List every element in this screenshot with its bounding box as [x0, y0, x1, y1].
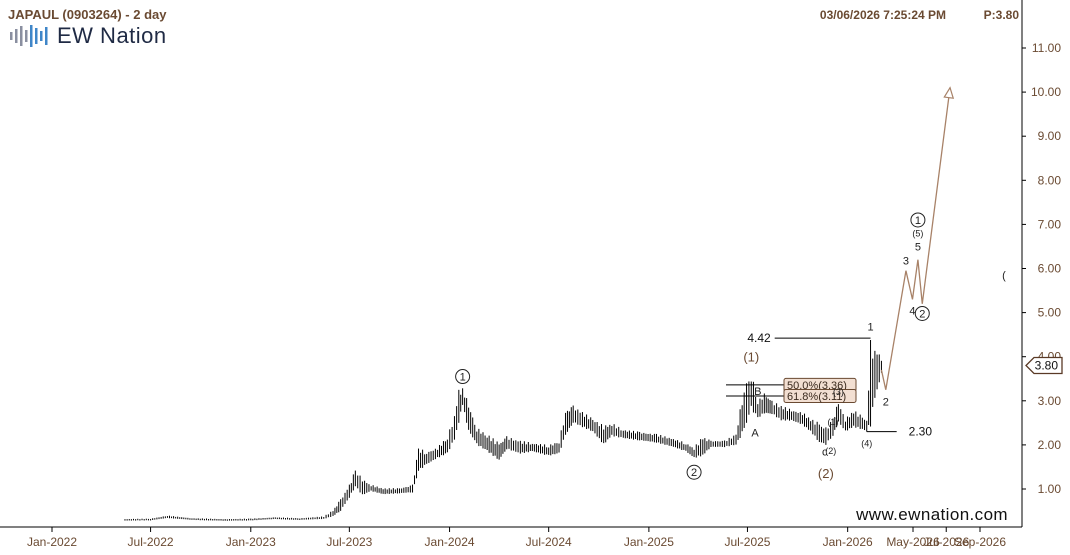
wave-label: (3) — [833, 387, 844, 397]
last-price-label: P:3.80 — [984, 8, 1020, 22]
wave-label: ( — [1002, 270, 1006, 282]
wave-label: B — [754, 386, 761, 398]
y-tick-label: 10.00 — [1031, 85, 1061, 99]
wave-circle — [910, 212, 926, 228]
wave-label: 1 — [915, 215, 921, 227]
y-tick-label: 8.00 — [1038, 173, 1062, 187]
x-tick-label: Jan-2025 — [624, 535, 674, 549]
logo-bar — [45, 27, 48, 45]
logo-bar — [15, 29, 18, 43]
price-marker-box — [1025, 356, 1063, 375]
y-tick-label: 2.00 — [1038, 438, 1062, 452]
fib-label: 61.8%(3.11) — [787, 391, 846, 403]
wave-label: 3 — [903, 256, 909, 268]
y-tick-label: 9.00 — [1038, 129, 1062, 143]
x-tick-label: Jul-2024 — [526, 535, 572, 549]
x-tick-label: Jul-2022 — [128, 535, 174, 549]
y-tick-label: 7.00 — [1038, 217, 1062, 231]
price-marker: 3.80 — [1025, 356, 1063, 375]
wave-label: 1 — [460, 372, 466, 384]
wave-label: 4 — [909, 305, 915, 317]
wave-label: (5) — [912, 228, 923, 238]
wave-label: 2 — [919, 308, 925, 320]
wave-label: 5 — [915, 241, 921, 253]
logo: EW Nation — [10, 23, 167, 48]
wave-circle — [914, 305, 930, 321]
x-tick-label: May-2026 — [886, 535, 940, 549]
chart-title: JAPAUL (0903264) - 2 day — [8, 7, 167, 22]
price-bars — [124, 340, 882, 521]
logo-bar — [10, 32, 13, 40]
wave-label: 2 — [883, 397, 889, 409]
level-lines: 4.42 2.30 50.0%(3.36)61.8%(3.11) — [726, 331, 933, 439]
x-tick-label: Jul-2023 — [326, 535, 372, 549]
wave-label: A — [751, 428, 759, 440]
wave-label: (2) — [818, 466, 834, 481]
level-label: 2.30 — [909, 425, 933, 439]
timestamp: 03/06/2026 7:25:24 PM — [820, 8, 946, 22]
x-tick-label: Jan-2023 — [226, 535, 276, 549]
wave-label: (1) — [743, 350, 759, 365]
projection-path — [880, 86, 955, 390]
logo-bar — [30, 25, 33, 47]
y-tick-label: 1.00 — [1038, 482, 1062, 496]
x-tick-label: Sep-2026 — [954, 535, 1006, 549]
logo-bar — [35, 28, 38, 44]
logo-bar — [25, 30, 28, 42]
wave-label: 2 — [691, 467, 697, 479]
logo-bar — [20, 26, 23, 46]
y-tick-label: 5.00 — [1038, 306, 1062, 320]
logo-text: EW Nation — [57, 23, 167, 48]
fib-label: 50.0%(3.36) — [787, 380, 847, 392]
y-tick-label: 6.00 — [1038, 262, 1062, 276]
y-tick-label: 3.00 — [1038, 394, 1062, 408]
y-tick-label: 11.00 — [1032, 41, 1061, 55]
projection-arrowhead — [943, 86, 955, 99]
wave-label: c — [822, 447, 828, 459]
watermark: www.ewnation.com — [855, 505, 1008, 524]
wave-label: 1 — [867, 322, 873, 334]
wave-label: (2) — [825, 446, 836, 456]
projection-line — [880, 87, 951, 390]
wave-label: (1) — [827, 417, 838, 427]
wave-circle — [686, 464, 702, 480]
price-marker-label: 3.80 — [1035, 359, 1059, 373]
x-tick-label: Jul-2026 — [923, 535, 969, 549]
fib-box — [783, 388, 857, 403]
wave-circle — [455, 369, 471, 385]
x-tick-label: Jul-2025 — [724, 535, 770, 549]
logo-bar — [40, 31, 43, 41]
x-tick-label: Jan-2026 — [823, 535, 873, 549]
x-tick-label: Jan-2024 — [425, 535, 475, 549]
wave-label: (4) — [861, 439, 872, 449]
level-label: 4.42 — [747, 331, 771, 345]
x-tick-label: Jan-2022 — [27, 535, 77, 549]
logo-icon — [10, 25, 48, 47]
